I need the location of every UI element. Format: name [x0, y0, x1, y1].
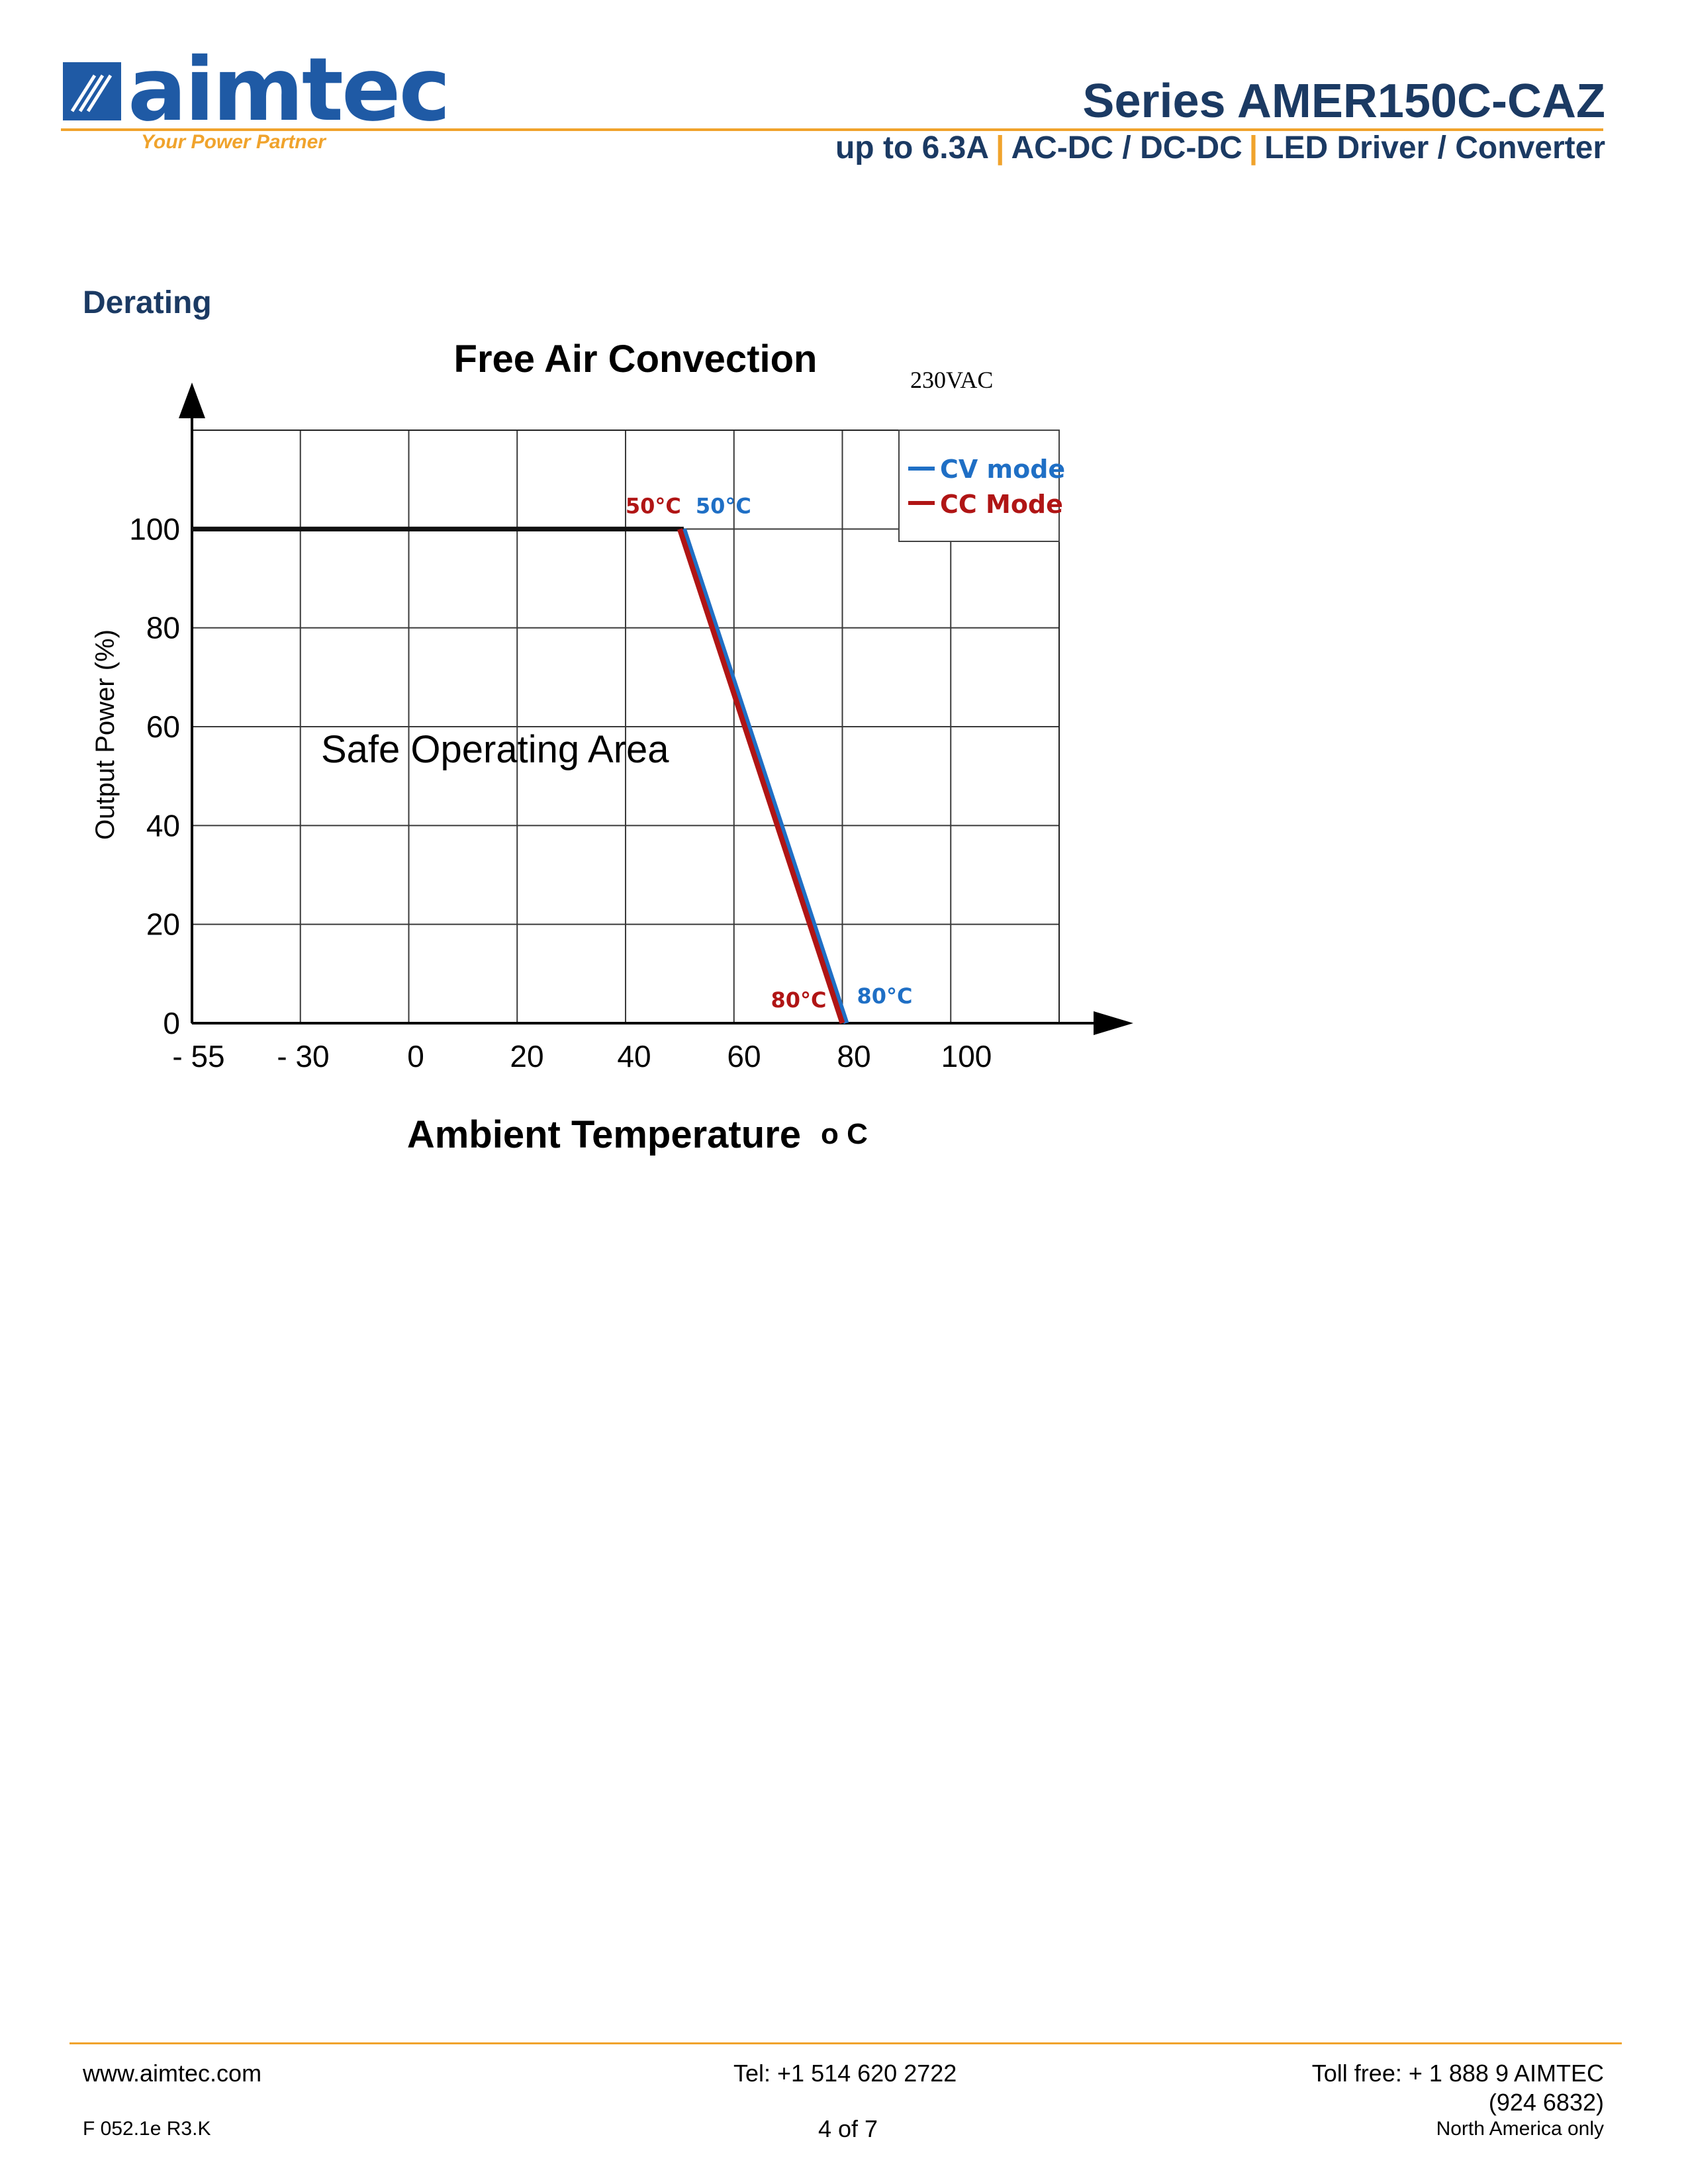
aimtec-logo: aimtec Your Power Partner	[63, 42, 451, 163]
footer-region-note: North America only	[1436, 2118, 1604, 2140]
y-axis-arrow-icon	[179, 383, 205, 418]
series-line-cc	[677, 528, 845, 1024]
y-tick-label: 80	[146, 611, 180, 645]
footer-telephone: Tel: +1 514 620 2722	[733, 2060, 957, 2087]
y-axis-label: Output Power (%)	[91, 629, 120, 840]
x-tick-label: 60	[727, 1039, 761, 1073]
header-divider	[61, 128, 1603, 131]
subtitle-type: LED Driver / Converter	[1264, 130, 1605, 165]
safe-operating-area-label: Safe Operating Area	[321, 728, 669, 771]
subtitle-separator: |	[1248, 130, 1258, 165]
y-tick-label: 40	[146, 808, 180, 842]
annotations: 50°C 50°C 80°C 80°C	[626, 493, 913, 1013]
x-tick-label: 20	[510, 1039, 543, 1073]
subtitle-current: up to 6.3A	[835, 130, 989, 165]
footer-divider	[70, 2042, 1622, 2044]
annotation-label: 50°C	[696, 493, 751, 518]
x-tick-label: 0	[407, 1039, 424, 1073]
x-tick-label: 80	[837, 1039, 870, 1073]
axes	[179, 383, 1133, 1035]
x-tick-labels: - 55 - 30 0 20 40 60 80 100	[172, 1039, 992, 1073]
logo-mark-icon	[63, 62, 121, 120]
y-tick-label: 0	[163, 1006, 180, 1040]
y-tick-label: 60	[146, 709, 180, 744]
x-tick-label: 40	[617, 1039, 651, 1073]
chart-title: Free Air Convection	[454, 338, 818, 381]
legend-box	[898, 430, 1060, 542]
annotation-label: 80°C	[771, 987, 827, 1013]
chart-legend: CV mode CC Mode	[898, 430, 1065, 542]
series-title: Series AMER150C-CAZ	[1082, 75, 1605, 128]
footer-form-code: F 052.1e R3.K	[83, 2118, 211, 2140]
y-tick-labels: 0 20 40 60 80 100	[129, 512, 180, 1040]
x-axis-unit: o C	[821, 1118, 868, 1150]
subtitle-conversion: AC-DC / DC-DC	[1011, 130, 1243, 165]
chart-condition-label: 230VAC	[910, 367, 993, 393]
legend-label-cv: CV mode	[940, 455, 1065, 484]
footer-toll-free: Toll free: + 1 888 9 AIMTEC	[1311, 2060, 1604, 2087]
series-lines	[192, 526, 849, 1024]
footer-page-number: 4 of 7	[818, 2115, 878, 2142]
x-tick-label: - 30	[277, 1039, 329, 1073]
y-tick-label: 100	[129, 512, 180, 546]
annotation-label: 50°C	[626, 493, 681, 518]
x-axis-arrow-icon	[1094, 1011, 1133, 1035]
legend-label-cc: CC Mode	[940, 490, 1063, 519]
subtitle-separator: |	[996, 130, 1005, 165]
series-line-cv	[681, 528, 849, 1024]
x-axis-label: Ambient Temperature	[407, 1113, 801, 1156]
x-tick-label: 100	[941, 1039, 992, 1073]
section-heading: Derating	[83, 285, 212, 320]
logo-tagline: Your Power Partner	[141, 131, 326, 153]
annotation-label: 80°C	[857, 983, 913, 1009]
footer-toll-free-number: (924 6832)	[1488, 2089, 1604, 2116]
logo-wordmark: aimtec	[128, 39, 451, 141]
product-subtitle: up to 6.3A | AC-DC / DC-DC | LED Driver / Co…	[835, 130, 1605, 166]
footer-website-link[interactable]: www.aimtec.com	[83, 2060, 262, 2087]
x-tick-label: - 55	[172, 1039, 224, 1073]
y-tick-label: 20	[146, 907, 180, 942]
